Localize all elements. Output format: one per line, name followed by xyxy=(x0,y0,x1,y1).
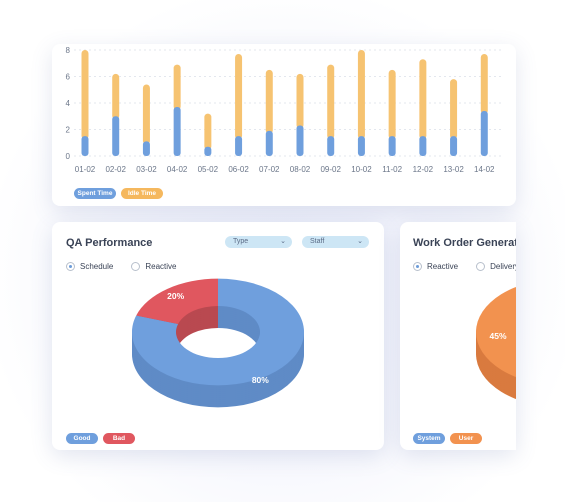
bar-idle-time[interactable] xyxy=(204,113,212,150)
bar-idle-time[interactable] xyxy=(296,73,304,129)
bar-spent-time[interactable] xyxy=(265,130,273,156)
x-tick-label: 05-02 xyxy=(198,165,219,174)
bar-idle-time[interactable] xyxy=(265,69,273,134)
bar-spent-time[interactable] xyxy=(388,136,396,156)
legend-user[interactable]: User xyxy=(450,433,482,444)
x-tick-label: 03-02 xyxy=(136,165,157,174)
donut-slice-bad[interactable] xyxy=(136,278,218,324)
work-order-card: Work Order Generation Reactive Delivery … xyxy=(400,222,516,450)
bar-spent-time[interactable] xyxy=(480,110,488,156)
y-tick-label: 6 xyxy=(66,73,71,82)
x-tick-label: 07-02 xyxy=(259,165,280,174)
bar-idle-time[interactable] xyxy=(327,64,335,140)
work-order-donut-chart: 45% xyxy=(476,279,516,400)
donut-data-label: 20% xyxy=(167,291,184,301)
reactive-radio[interactable] xyxy=(413,262,422,271)
type-select-value: Type xyxy=(233,238,249,245)
bar-idle-time[interactable] xyxy=(450,79,458,140)
legend-system[interactable]: System xyxy=(413,433,445,444)
bar-spent-time[interactable] xyxy=(173,106,181,156)
donut-data-label: 80% xyxy=(252,375,269,385)
bar-spent-time[interactable] xyxy=(112,116,120,156)
x-tick-label: 09-02 xyxy=(320,165,341,174)
staff-select[interactable]: Staff ⌄ xyxy=(302,236,369,248)
qa-performance-title: QA Performance xyxy=(66,237,153,249)
bar-idle-time[interactable] xyxy=(142,84,150,145)
chevron-down-icon: ⌄ xyxy=(357,238,363,245)
qa-mode-radio-group: Schedule Reactive xyxy=(66,262,194,271)
bar-idle-time[interactable] xyxy=(81,50,89,140)
bar-spent-time[interactable] xyxy=(357,136,365,156)
x-tick-label: 10-02 xyxy=(351,165,372,174)
bar-spent-time[interactable] xyxy=(142,141,150,156)
x-tick-label: 11-02 xyxy=(382,165,402,174)
reactive-radio[interactable] xyxy=(131,262,141,271)
bar-spent-time[interactable] xyxy=(419,136,427,156)
work-order-title: Work Order Generation xyxy=(413,237,516,249)
y-tick-label: 0 xyxy=(66,152,71,161)
bar-spent-time[interactable] xyxy=(81,136,89,156)
bar-spent-time[interactable] xyxy=(204,146,212,156)
x-tick-label: 08-02 xyxy=(290,165,311,174)
donut-slice-good[interactable] xyxy=(132,278,304,386)
time-bar-chart: 0 2 4 6 8 01-02 02-02 03-02 04-02 05-02 06-02 07-02… xyxy=(66,46,504,174)
bar-idle-time[interactable] xyxy=(112,73,120,120)
type-select[interactable]: Type ⌄ xyxy=(225,236,292,248)
delivery-radio[interactable] xyxy=(476,262,486,271)
bar-idle-time[interactable] xyxy=(173,64,181,110)
bar-idle-time[interactable] xyxy=(419,59,427,140)
reactive-radio-label: Reactive xyxy=(145,262,177,271)
x-tick-label: 06-02 xyxy=(228,165,249,174)
y-tick-label: 4 xyxy=(66,99,71,108)
donut-data-label: 45% xyxy=(489,331,506,341)
x-tick-label: 14-02 xyxy=(474,165,495,174)
legend-good[interactable]: Good xyxy=(66,433,98,444)
chevron-down-icon: ⌄ xyxy=(280,238,286,245)
y-tick-label: 2 xyxy=(66,126,71,135)
legend-spent-time[interactable]: Spent Time xyxy=(74,188,116,199)
legend-bad[interactable]: Bad xyxy=(103,433,135,444)
bar-idle-time[interactable] xyxy=(388,69,396,140)
bar-spent-time[interactable] xyxy=(327,136,335,156)
reactive-radio-label: Reactive xyxy=(427,262,459,271)
legend-idle-time[interactable]: Idle Time xyxy=(121,188,163,199)
time-bar-chart-card: 0 2 4 6 8 01-02 02-02 03-02 04-02 05-02 06-02 07-02… xyxy=(52,44,516,206)
x-tick-label: 13-02 xyxy=(443,165,464,174)
bar-idle-time[interactable] xyxy=(357,50,365,140)
qa-performance-card: QA Performance Type ⌄ Staff ⌄ Schedule R… xyxy=(52,222,384,450)
qa-donut-chart: 80% 20% xyxy=(132,278,304,408)
staff-select-value: Staff xyxy=(310,238,325,245)
donut-slice-user[interactable] xyxy=(476,279,516,386)
bar-spent-time[interactable] xyxy=(296,125,304,156)
work-order-radio-group: Reactive Delivery xyxy=(413,262,516,271)
x-tick-label: 12-02 xyxy=(413,165,434,174)
y-tick-label: 8 xyxy=(66,46,71,55)
schedule-radio-label: Schedule xyxy=(80,262,114,271)
bar-spent-time[interactable] xyxy=(450,136,458,156)
delivery-radio-label: Delivery xyxy=(490,262,516,271)
bar-spent-time[interactable] xyxy=(235,136,243,156)
bar-idle-time[interactable] xyxy=(480,53,488,114)
schedule-radio[interactable] xyxy=(66,262,75,271)
bar-idle-time[interactable] xyxy=(235,53,243,140)
x-tick-label: 04-02 xyxy=(167,165,188,174)
x-tick-label: 01-02 xyxy=(75,165,96,174)
x-tick-label: 02-02 xyxy=(105,165,126,174)
